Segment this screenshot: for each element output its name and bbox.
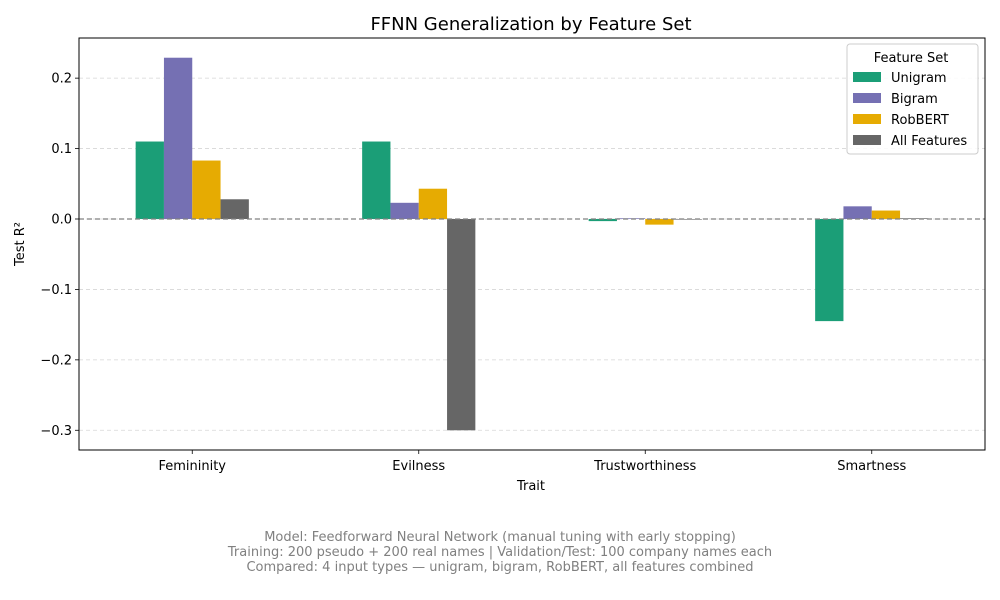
bar-unigram — [815, 218, 844, 322]
y-tick-label: 0.1 — [51, 142, 72, 157]
legend-label: Bigram — [891, 92, 938, 107]
bar-unigram — [135, 141, 164, 219]
bar-unigram — [588, 218, 617, 222]
x-tick-label: Smartness — [837, 459, 906, 474]
legend-label: RobBERT — [891, 113, 949, 128]
caption-line-3: Compared: 4 input types — unigram, bigra… — [246, 560, 754, 575]
legend: Feature Set Unigram Bigram RobBERT All Feat… — [846, 43, 979, 155]
legend-swatch — [853, 114, 881, 124]
y-tick-label: 0.0 — [51, 212, 72, 227]
legend-swatch — [853, 93, 881, 103]
bar-bigram — [163, 57, 193, 219]
y-tick-label: 0.2 — [51, 72, 72, 87]
bar-robbert — [418, 188, 448, 219]
bar-all-features — [447, 218, 476, 431]
bar-unigram — [362, 141, 391, 219]
y-tick-label: −0.3 — [40, 424, 72, 439]
legend-label: Unigram — [891, 71, 947, 86]
y-tick-label: −0.2 — [40, 353, 72, 368]
bar-robbert — [192, 160, 221, 219]
plot-frame — [78, 37, 986, 451]
bar-bigram — [843, 206, 872, 219]
bar-all-features — [220, 199, 249, 219]
bars — [135, 57, 929, 431]
legend-box — [846, 43, 979, 155]
x-axis-label: Trait — [516, 479, 545, 494]
x-axis-ticks: Femininity Evilness Trustworthiness Smartne… — [158, 450, 907, 474]
x-tick-label: Trustworthiness — [593, 459, 696, 474]
caption-line-1: Model: Feedforward Neural Network (manua… — [264, 530, 736, 545]
y-tick-label: −0.1 — [40, 283, 72, 298]
legend-label: All Features — [891, 134, 967, 149]
legend-title: Feature Set — [874, 51, 949, 66]
y-axis-ticks: −0.3 −0.2 −0.1 0.0 0.1 0.2 — [40, 72, 79, 439]
bar-robbert — [871, 210, 901, 219]
y-axis-label: Test R² — [13, 222, 28, 267]
chart-title: FFNN Generalization by Feature Set — [370, 14, 691, 35]
legend-swatch — [853, 135, 881, 145]
bar-bigram — [390, 202, 419, 219]
bar-robbert — [645, 218, 674, 225]
legend-swatch — [853, 72, 881, 82]
x-tick-label: Evilness — [392, 459, 445, 474]
caption-line-2: Training: 200 pseudo + 200 real names | … — [227, 545, 773, 560]
x-tick-label: Femininity — [158, 459, 226, 474]
